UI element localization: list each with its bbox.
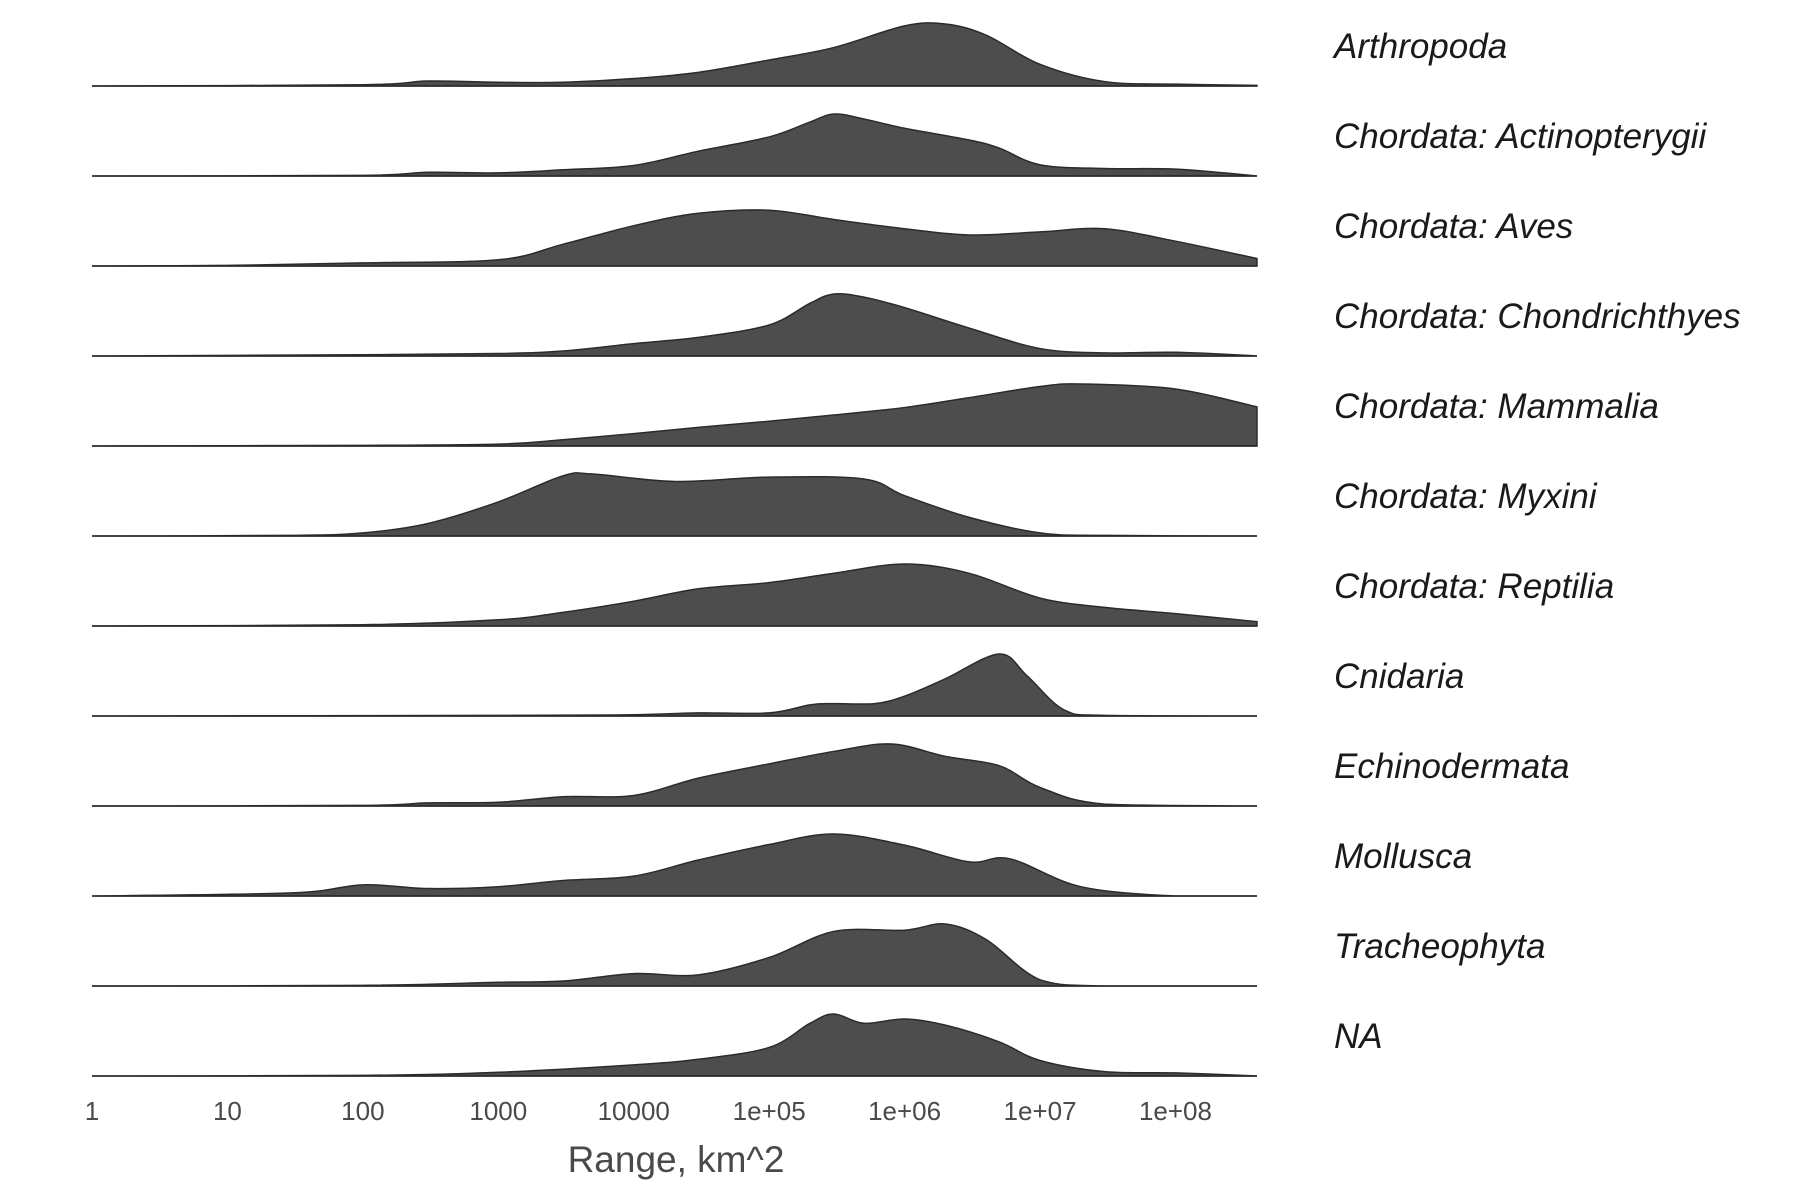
ridge-row: Cnidaria bbox=[91, 653, 1464, 717]
ridge-row: Chordata: Aves bbox=[91, 207, 1573, 267]
ridge-density bbox=[91, 1013, 1258, 1077]
ridge-row: Chordata: Mammalia bbox=[91, 383, 1659, 447]
x-tick-label: 1000 bbox=[469, 1096, 527, 1126]
row-label: Chordata: Reptilia bbox=[1334, 567, 1614, 606]
ridge-row: Chordata: Chondrichthyes bbox=[91, 292, 1741, 357]
ridge-row: NA bbox=[91, 1013, 1383, 1077]
x-tick-label: 10 bbox=[213, 1096, 242, 1126]
x-tick-label: 1e+07 bbox=[1004, 1096, 1077, 1126]
ridge-density bbox=[91, 472, 1258, 537]
ridge-density bbox=[91, 743, 1258, 807]
ridge-density bbox=[91, 113, 1258, 177]
ridge-row: Chordata: Reptilia bbox=[91, 563, 1614, 627]
row-label: Cnidaria bbox=[1334, 657, 1464, 696]
x-tick-label: 10000 bbox=[598, 1096, 670, 1126]
x-tick-label: 100 bbox=[341, 1096, 384, 1126]
ridge-row: Echinodermata bbox=[91, 743, 1569, 807]
x-axis-ticks: 1 10 100 1000 10000 1e+05 1e+06 1e+07 1e+08 bbox=[85, 1096, 1212, 1126]
ridge-density bbox=[91, 292, 1258, 357]
ridge-density bbox=[91, 653, 1258, 717]
ridge-row: Tracheophyta bbox=[91, 923, 1545, 987]
ridge-density bbox=[91, 209, 1258, 267]
row-label: Chordata: Myxini bbox=[1334, 477, 1598, 516]
row-label: Chordata: Aves bbox=[1334, 207, 1573, 246]
x-tick-label: 1e+06 bbox=[868, 1096, 941, 1126]
ridge-density bbox=[91, 923, 1257, 987]
ridge-row: Chordata: Myxini bbox=[91, 472, 1598, 537]
ridge-row: Chordata: Actinopterygii bbox=[91, 113, 1707, 177]
row-label: Echinodermata bbox=[1334, 747, 1569, 786]
row-label: Mollusca bbox=[1334, 837, 1472, 876]
ridge-density bbox=[91, 833, 1257, 897]
ridge-row: Mollusca bbox=[91, 833, 1472, 897]
ridge-density bbox=[91, 383, 1258, 447]
row-label: Chordata: Actinopterygii bbox=[1334, 117, 1707, 156]
x-tick-label: 1 bbox=[85, 1096, 99, 1126]
row-label: Chordata: Chondrichthyes bbox=[1334, 297, 1741, 336]
row-label: NA bbox=[1334, 1017, 1383, 1056]
ridge-density bbox=[91, 22, 1258, 87]
ridge-row: Arthropoda bbox=[91, 22, 1507, 87]
x-axis-title: Range, km^2 bbox=[568, 1139, 785, 1180]
row-label: Chordata: Mammalia bbox=[1334, 387, 1659, 426]
ridge-density bbox=[91, 563, 1258, 627]
row-label: Arthropoda bbox=[1332, 27, 1507, 66]
x-tick-label: 1e+05 bbox=[733, 1096, 806, 1126]
row-label: Tracheophyta bbox=[1334, 927, 1545, 966]
x-tick-label: 1e+08 bbox=[1139, 1096, 1212, 1126]
ridges-group: Arthropoda Chordata: Actinopterygii Chorda… bbox=[91, 22, 1741, 1077]
